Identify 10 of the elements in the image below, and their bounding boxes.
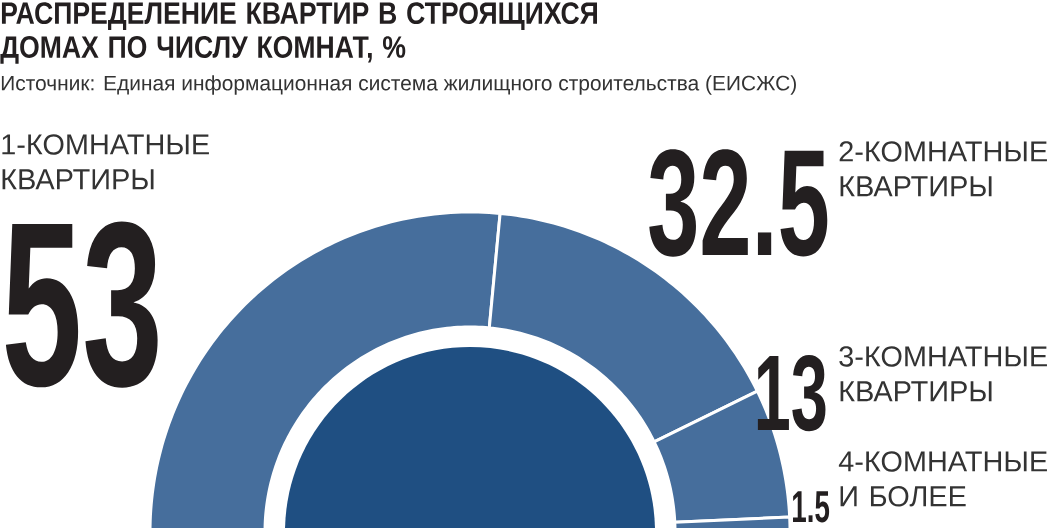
text: Источник: Единая информационная система жилищного строительства (ЕИСЖС) <box>1 75 796 95</box>
slice-label: 4-КОМНАТНЫЕ И БОЛЕЕ <box>838 451 1047 507</box>
slice-label: 2-КОМНАТНЫЕ КВАРТИРЫ <box>839 141 1047 197</box>
data-label: 53 <box>5 221 158 388</box>
data-label: 1.5 <box>793 491 830 523</box>
chart-title: РАСПРЕДЕЛЕНИЕ КВАРТИР В СТРОЯЩИХСЯ ДОМАХ ПО ЧИСЛУ КОМНАТ, % <box>0 2 598 64</box>
data-label: 13 <box>757 354 826 432</box>
slice-label: 1-КОМНАТНЫЕ КВАРТИРЫ <box>2 134 209 190</box>
data-label: 32.5 <box>649 149 828 257</box>
slice-label: 3-КОМНАТНЫЕ КВАРТИРЫ <box>839 346 1047 402</box>
